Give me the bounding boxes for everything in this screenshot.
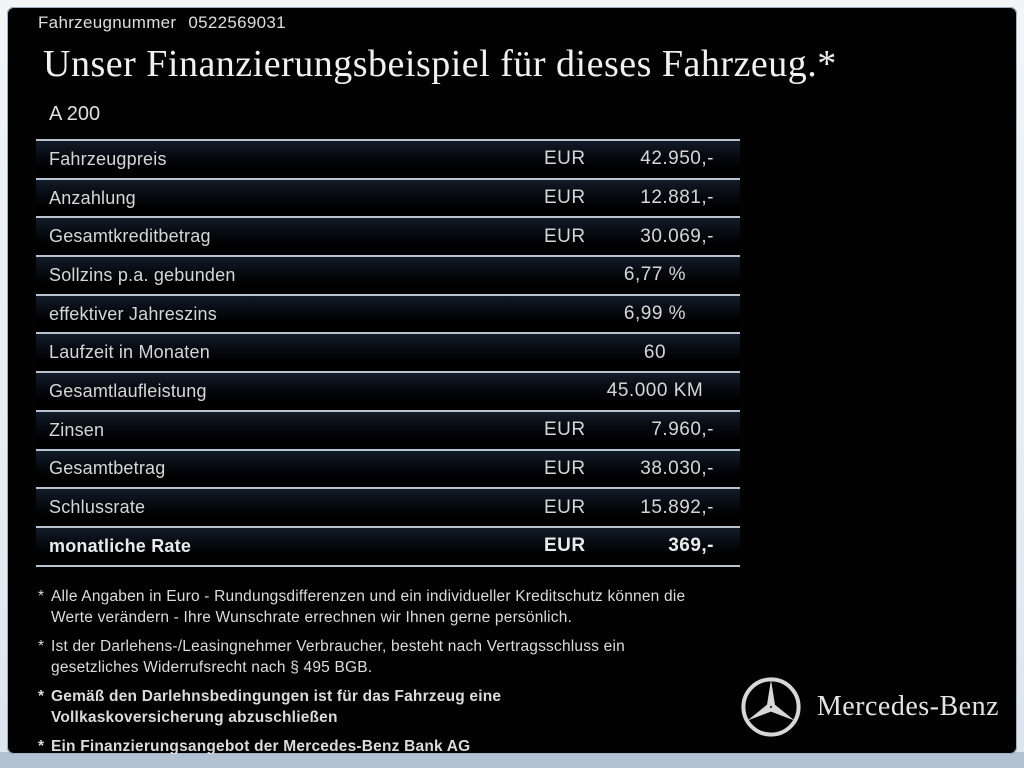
row-value: EUR 42.950,-: [544, 148, 740, 170]
footnote-marker: *: [38, 737, 45, 754]
row-label: Zinsen: [49, 419, 105, 440]
table-row: Anzahlung EUR 12.881,-: [36, 177, 740, 217]
brand-area: Mercedes-Benz: [740, 676, 999, 738]
amount-value: 38.030,-: [640, 457, 714, 479]
footnote: * Ist der Darlehens-/Leasingnehmer Verbra…: [38, 636, 738, 678]
footnote-marker: *: [38, 637, 45, 655]
row-label: Gesamtlaufleistung: [49, 380, 207, 401]
footnote: * Gemäß den Darlehnsbedingungen ist für d…: [38, 686, 738, 728]
currency-label: EUR: [544, 496, 586, 518]
footnote-text: Ein Finanzierungsangebot der Mercedes-Be…: [51, 737, 471, 754]
row-value: 6,99 %: [542, 303, 740, 325]
financing-table: Fahrzeugpreis EUR 42.950,- Anzahlung EUR 12.8…: [36, 139, 740, 567]
table-row: Gesamtlaufleistung 45.000 KM: [36, 371, 740, 410]
row-label: monatliche Rate: [49, 535, 192, 556]
footnote-text: Ist der Darlehens-/Leasingnehmer Verbrau…: [51, 637, 625, 676]
amount-value: 6,77 %: [623, 264, 687, 286]
table-row: Gesamtkreditbetrag EUR 30.069,-: [36, 216, 740, 256]
table-row: Gesamtbetrag EUR 38.030,-: [36, 448, 740, 488]
vehicle-number-value: 0522569031: [188, 13, 286, 32]
amount-value: 60: [643, 341, 667, 363]
row-label: Gesamtbetrag: [49, 458, 166, 479]
currency-label: EUR: [544, 535, 586, 557]
table-row: Zinsen EUR 7.960,-: [36, 409, 740, 449]
row-value: EUR 12.881,-: [544, 187, 740, 209]
mercedes-star-icon: [740, 676, 802, 738]
currency-label: EUR: [544, 187, 586, 209]
row-value: EUR 15.892,-: [544, 497, 740, 519]
currency-label: EUR: [544, 419, 586, 441]
footnote-text: Gemäß den Darlehnsbedingungen ist für da…: [51, 687, 502, 726]
amount-value: 30.069,-: [640, 225, 714, 247]
table-row: Sollzins p.a. gebunden 6,77 %: [36, 255, 740, 294]
footnote: * Alle Angaben in Euro - Rundungsdifferen…: [38, 586, 738, 628]
footnote: * Ein Finanzierungsangebot der Mercedes-B…: [38, 736, 738, 754]
amount-value: 45.000 KM: [606, 380, 704, 402]
footnotes: * Alle Angaben in Euro - Rundungsdifferen…: [38, 586, 738, 754]
table-row: effektiver Jahreszins 6,99 %: [36, 293, 740, 333]
row-label: Gesamtkreditbetrag: [49, 226, 211, 247]
row-label: Laufzeit in Monaten: [49, 342, 210, 363]
row-value: EUR 369,-: [544, 535, 740, 557]
bottom-frame-strip: [0, 752, 1024, 768]
row-value: EUR 7.960,-: [544, 419, 740, 441]
row-value: 45.000 KM: [542, 380, 740, 402]
currency-label: EUR: [544, 457, 586, 479]
page-title: Unser Finanzierungsbeispiel für dieses F…: [43, 43, 837, 85]
row-label: Sollzins p.a. gebunden: [49, 264, 236, 285]
currency-label: EUR: [544, 148, 586, 170]
row-value: EUR 30.069,-: [544, 226, 740, 248]
row-value: 60: [542, 342, 740, 364]
footnote-text: Alle Angaben in Euro - Rundungsdifferenz…: [51, 587, 686, 626]
amount-value: 12.881,-: [640, 187, 714, 209]
row-value: 6,77 %: [542, 264, 740, 286]
table-row: Fahrzeugpreis EUR 42.950,-: [36, 139, 740, 178]
amount-value: 7.960,-: [651, 419, 714, 441]
brand-wordmark: Mercedes-Benz: [816, 691, 999, 722]
financing-sheet: Fahrzeugnummer 0522569031 Unser Finanzier…: [7, 7, 1017, 754]
vehicle-model: A 200: [49, 103, 101, 125]
amount-value: 42.950,-: [640, 148, 714, 170]
table-row: Laufzeit in Monaten 60: [36, 332, 740, 372]
row-label: Anzahlung: [49, 187, 136, 208]
table-row: monatliche Rate EUR 369,-: [36, 525, 740, 565]
vehicle-number-row: Fahrzeugnummer 0522569031: [38, 13, 1017, 33]
row-label: Fahrzeugpreis: [49, 148, 167, 169]
amount-value: 6,99 %: [623, 303, 687, 325]
vehicle-number-label: Fahrzeugnummer: [38, 13, 177, 32]
amount-value: 369,-: [668, 535, 714, 557]
row-label: Schlussrate: [49, 497, 146, 518]
table-row: Schlussrate EUR 15.892,-: [36, 487, 740, 526]
amount-value: 15.892,-: [640, 496, 714, 518]
footnote-marker: *: [38, 687, 45, 705]
footnote-marker: *: [38, 587, 45, 605]
row-label: effektiver Jahreszins: [49, 303, 217, 324]
currency-label: EUR: [544, 225, 586, 247]
row-value: EUR 38.030,-: [544, 458, 740, 480]
